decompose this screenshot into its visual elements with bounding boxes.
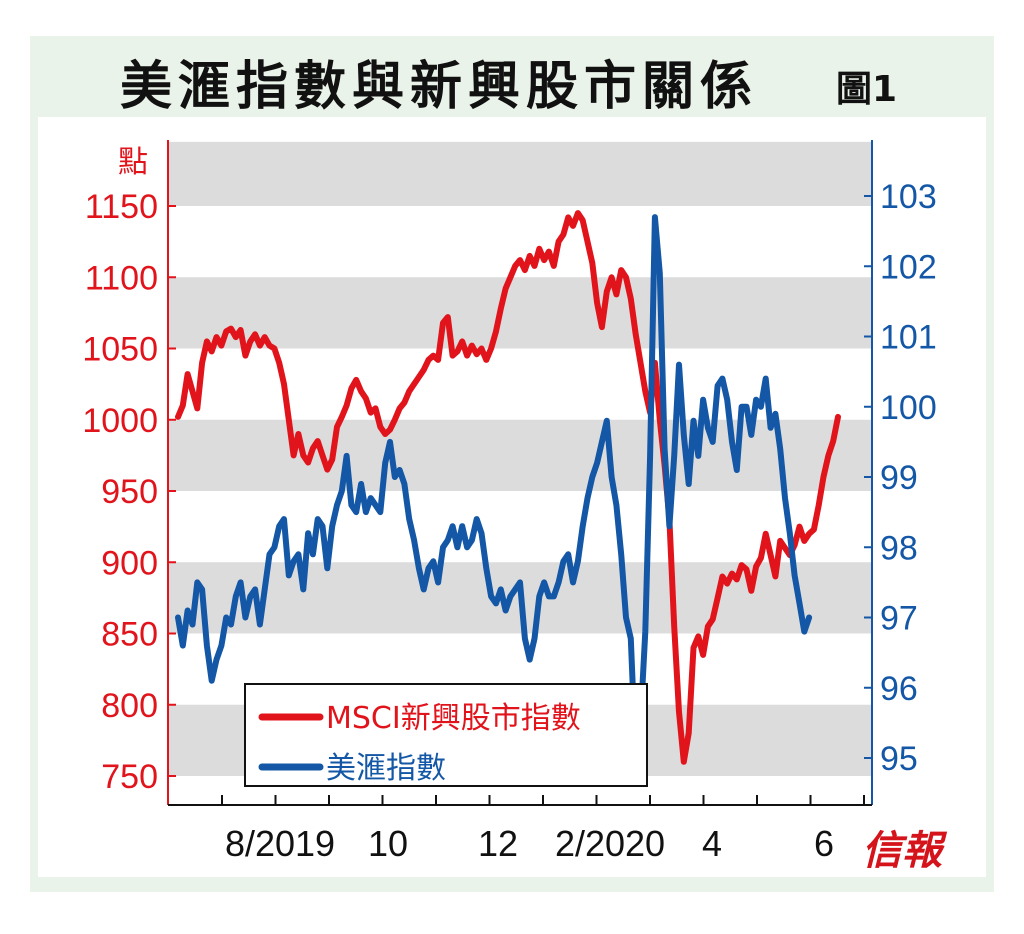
grid-band <box>168 277 872 349</box>
right-tick-label: 95 <box>880 740 918 778</box>
x-tick-label: 2/2020 <box>555 823 665 864</box>
left-tick-label: 1150 <box>85 188 158 226</box>
left-tick-label: 1000 <box>82 402 158 440</box>
left-tick-label: 900 <box>101 544 158 582</box>
left-axis-unit: 點 <box>118 145 148 180</box>
series-lines <box>175 210 841 765</box>
msci-series-line <box>175 210 841 765</box>
right-tick-label: 100 <box>880 389 937 427</box>
right-tick-label: 96 <box>880 670 918 708</box>
left-tick-label: 850 <box>101 616 158 654</box>
grid-bands <box>168 141 872 776</box>
right-tick-label: 103 <box>880 178 937 216</box>
right-tick-label: 97 <box>880 600 918 638</box>
brand-logo: 信報 <box>862 827 948 874</box>
x-tick-label: 10 <box>368 823 408 864</box>
axes <box>167 140 873 806</box>
right-tick-label: 98 <box>880 529 918 567</box>
legend-label: MSCI新興股市指數 <box>326 701 581 736</box>
dollar-index-series-line <box>175 214 813 761</box>
right-tick-label: 101 <box>880 319 937 357</box>
legend-label: 美滙指數 <box>326 751 446 786</box>
x-tick-label: 4 <box>702 823 722 864</box>
chart-title: 美滙指數與新興股市關係 <box>120 57 759 117</box>
x-tick-label: 6 <box>814 823 834 864</box>
tick-labels: 750 800 850 900 950 1000 1050 1100 1150 95 96 97 98 9… <box>82 178 936 864</box>
left-tick-label: 950 <box>101 473 158 511</box>
figure-label: 圖1 <box>836 69 898 110</box>
left-tick-label: 750 <box>101 758 158 796</box>
left-tick-label: 1050 <box>82 331 158 369</box>
grid-band <box>168 141 872 206</box>
grid-band <box>168 419 872 491</box>
x-tick-label: 12 <box>478 823 518 864</box>
left-tick-label: 1100 <box>85 259 158 297</box>
right-tick-label: 102 <box>880 248 937 286</box>
left-tick-label: 800 <box>101 687 158 725</box>
right-tick-label: 99 <box>880 459 918 497</box>
x-tick-label: 8/2019 <box>225 823 335 864</box>
